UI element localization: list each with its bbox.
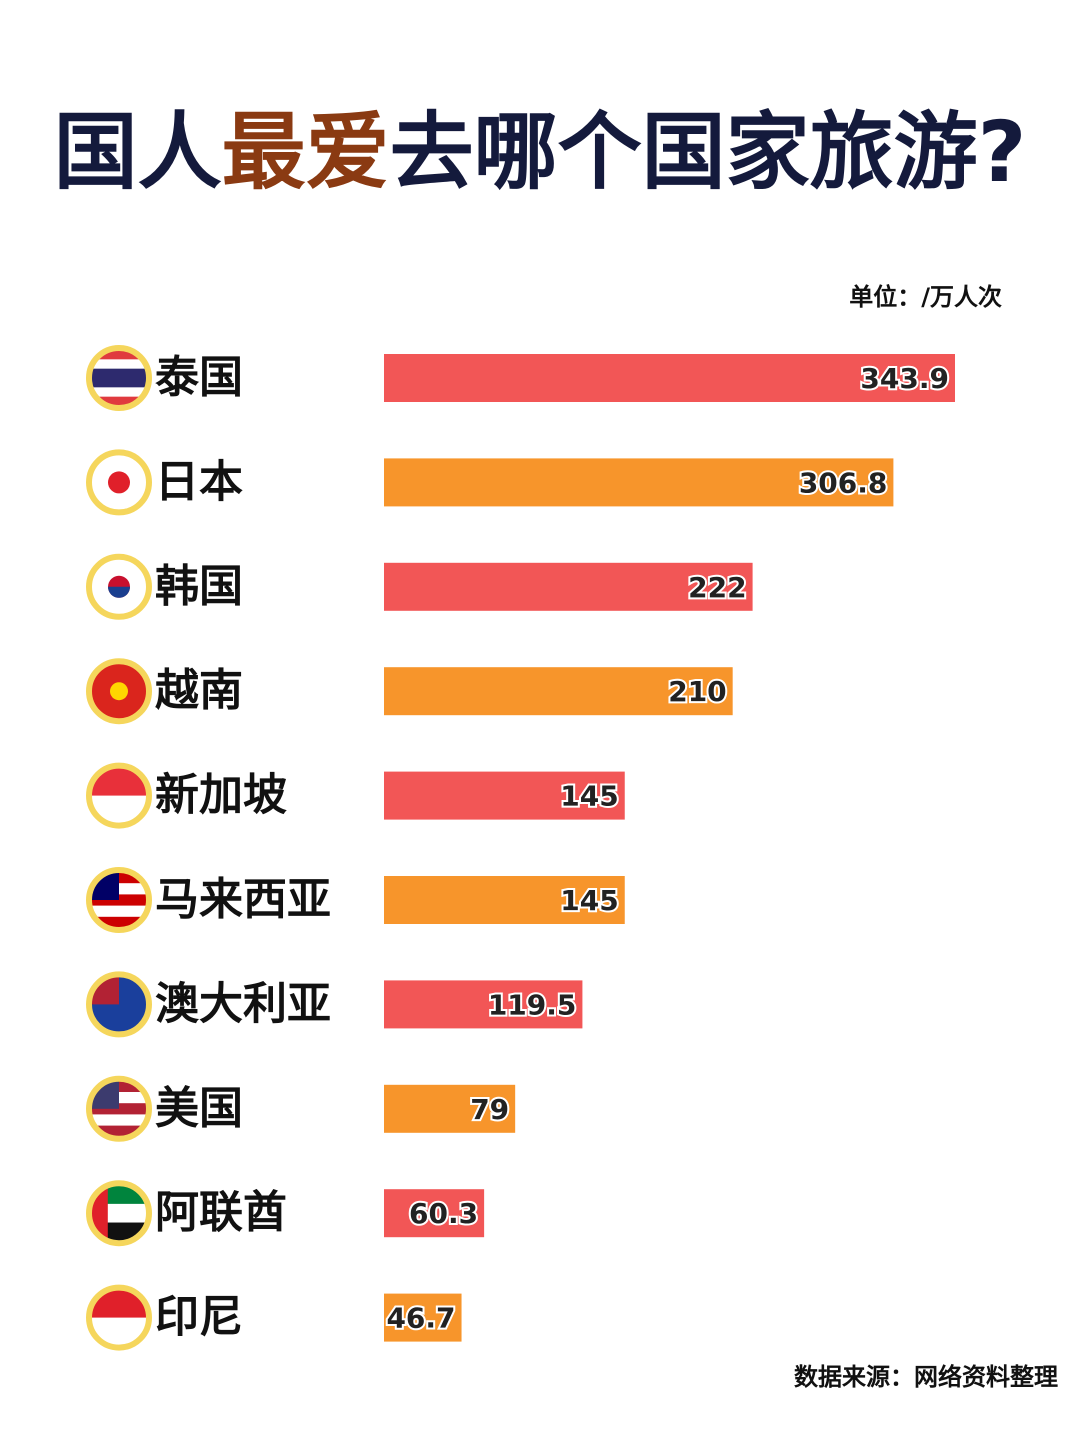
bar [384, 1084, 516, 1133]
value-label: 210 [668, 675, 726, 708]
flag-stripe [91, 905, 147, 918]
flag-icon [91, 454, 147, 511]
title-segment: 国人 [54, 103, 222, 201]
flag-stripe [91, 1125, 147, 1137]
value-label: 343.9 [860, 362, 949, 395]
flag-emblem [110, 682, 128, 701]
category-label: 马来西亚 [155, 874, 331, 925]
bar [384, 980, 583, 1029]
category-label: 日本 [155, 456, 243, 507]
category-label: 印尼 [155, 1292, 243, 1343]
category-label: 美国 [155, 1083, 243, 1134]
value-label: 306.8 [799, 466, 888, 499]
flag-stripe [91, 387, 147, 398]
flag-icon [91, 767, 147, 824]
bar [384, 667, 733, 716]
flag-stripe [91, 359, 147, 370]
flag-ring [86, 1075, 152, 1142]
value-label: 222 [688, 571, 746, 604]
flag-icon [91, 1080, 147, 1137]
unit-label: 单位：/万人次 [849, 283, 1002, 311]
flag-stripe [91, 916, 147, 928]
bar [384, 458, 894, 507]
flag-emblem [108, 471, 130, 494]
source-note: 数据来源：网络资料整理 [794, 1363, 1058, 1391]
value-label: 145 [560, 780, 618, 813]
flag-stripe [91, 396, 147, 406]
value-label: 46.7 [386, 1302, 455, 1335]
flag-stripe [91, 350, 147, 360]
flag-icon [91, 350, 147, 406]
value-label: 145 [560, 884, 618, 917]
bar [384, 1189, 485, 1238]
chart-title: 国人最爱去哪个国家旅游? [54, 103, 1027, 201]
flag-ring [86, 345, 152, 411]
bar [384, 771, 625, 820]
flag-ring [86, 1284, 152, 1351]
flag-icon [91, 558, 147, 615]
bar [384, 562, 753, 611]
flag-icon [91, 663, 147, 720]
bar [384, 1293, 462, 1342]
title-segment: 最爱 [222, 103, 390, 201]
flag-ring [86, 553, 152, 620]
bar [384, 354, 955, 402]
category-label: 泰国 [155, 352, 243, 403]
flag-ring [86, 971, 152, 1038]
title-segment: 去哪个国家旅游? [390, 103, 1027, 201]
flag-ring [86, 449, 152, 516]
value-label: 60.3 [409, 1197, 478, 1230]
value-label: 119.5 [488, 988, 577, 1021]
flag-icon [91, 976, 147, 1033]
flag-stripe [91, 368, 147, 388]
flag-stripe [91, 894, 147, 907]
category-label: 韩国 [155, 561, 243, 612]
category-label: 越南 [155, 665, 243, 716]
flag-ring [86, 1180, 152, 1247]
bar [384, 876, 625, 924]
flag-ring [86, 762, 152, 829]
flag-ring [86, 867, 152, 933]
category-label: 新加坡 [155, 770, 287, 821]
category-label: 阿联酋 [155, 1187, 287, 1238]
flag-stripe [91, 1114, 147, 1127]
flag-emblem [108, 586, 130, 598]
value-label: 79 [470, 1093, 509, 1126]
flag-stripe [91, 1103, 147, 1115]
flag-ring [86, 658, 152, 725]
category-label: 澳大利亚 [155, 978, 331, 1029]
